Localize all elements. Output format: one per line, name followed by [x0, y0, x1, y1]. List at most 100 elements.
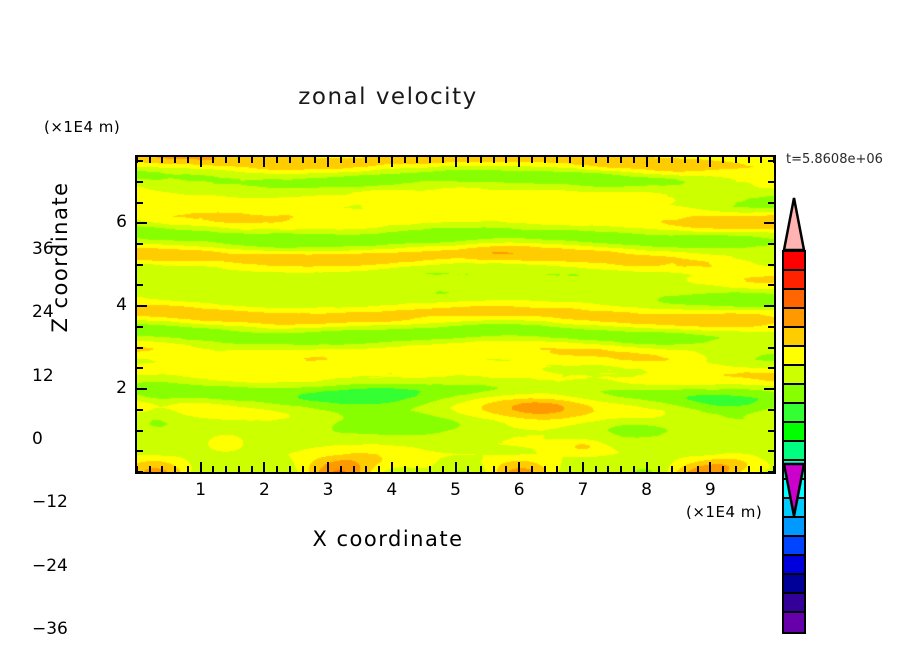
x-minor-tick-top — [365, 157, 368, 163]
x-minor-tick — [530, 466, 533, 472]
colorbar-under-cap — [782, 462, 806, 518]
x-minor-tick — [734, 466, 737, 472]
x-axis-title: X coordinate — [312, 527, 464, 551]
x-minor-tick-top — [212, 157, 215, 163]
x-minor-tick-top — [441, 157, 444, 163]
colorbar-band — [784, 347, 804, 366]
x-minor-tick-top — [620, 157, 623, 163]
x-minor-tick — [722, 466, 725, 472]
x-minor-tick-top — [276, 157, 279, 163]
x-minor-tick — [314, 466, 317, 472]
x-minor-tick-top — [250, 157, 253, 163]
x-minor-tick — [556, 466, 559, 472]
x-major-tick-top — [709, 157, 712, 167]
x-major-tick-top — [199, 157, 202, 167]
colorbar-band — [784, 575, 804, 594]
y-minor-tick-right — [768, 346, 774, 349]
y-major-tick-right — [764, 388, 774, 391]
y-minor-tick — [137, 284, 143, 287]
x-minor-tick — [416, 466, 419, 472]
x-major-tick-top — [327, 157, 330, 167]
y-axis-tick-label: 6 — [116, 212, 127, 233]
y-axis-tick-label: 4 — [116, 295, 127, 316]
colorbar-band — [784, 442, 804, 461]
x-minor-tick-top — [148, 157, 151, 163]
x-minor-tick — [161, 466, 164, 472]
x-major-tick-top — [645, 157, 648, 167]
y-minor-tick-right — [768, 471, 774, 473]
x-minor-tick — [620, 466, 623, 472]
y-axis-unit-label: (×1E4 m) — [44, 118, 121, 136]
x-minor-tick-top — [594, 157, 597, 163]
x-minor-tick — [225, 466, 228, 472]
x-major-tick — [645, 462, 648, 472]
x-minor-tick — [288, 466, 291, 472]
x-minor-tick-top — [492, 157, 495, 163]
x-axis-tick-label: 2 — [258, 480, 270, 500]
x-minor-tick-top — [174, 157, 177, 163]
colorbar-band — [784, 366, 804, 385]
x-major-tick — [518, 462, 521, 472]
x-minor-tick-top — [505, 157, 508, 163]
x-minor-tick — [683, 466, 686, 472]
x-minor-tick — [492, 466, 495, 472]
x-minor-tick — [148, 466, 151, 472]
x-major-tick — [581, 462, 584, 472]
x-minor-tick — [658, 466, 661, 472]
colorbar-band — [784, 537, 804, 556]
x-major-tick — [327, 462, 330, 472]
plot-area — [135, 155, 776, 474]
time-annotation: t=5.8608e+06 — [786, 152, 883, 167]
x-minor-tick — [174, 466, 177, 472]
x-major-tick — [454, 462, 457, 472]
y-minor-tick — [137, 243, 143, 246]
x-minor-tick — [632, 466, 635, 472]
x-minor-tick-top — [301, 157, 304, 163]
x-major-tick — [199, 462, 202, 472]
x-minor-tick-top — [339, 157, 342, 163]
x-minor-tick — [301, 466, 304, 472]
x-minor-tick — [505, 466, 508, 472]
y-axis-tick-label: 2 — [116, 378, 127, 399]
x-minor-tick — [747, 466, 750, 472]
colorbar-band — [784, 252, 804, 271]
y-minor-tick-right — [768, 367, 774, 370]
y-minor-tick — [137, 160, 143, 163]
x-minor-tick-top — [403, 157, 406, 163]
colorbar-band — [784, 271, 804, 290]
x-minor-tick-top — [747, 157, 750, 163]
x-minor-tick — [212, 466, 215, 472]
x-minor-tick — [352, 466, 355, 472]
x-minor-tick-top — [429, 157, 432, 163]
colorbar-band — [784, 556, 804, 575]
colorbar-over-cap — [782, 196, 806, 252]
x-minor-tick-top — [416, 157, 419, 163]
x-minor-tick — [429, 466, 432, 472]
x-minor-tick — [479, 466, 482, 472]
colorbar-band — [784, 423, 804, 442]
x-minor-tick — [773, 466, 775, 472]
y-minor-tick-right — [768, 450, 774, 453]
colorbar-tick-label: −36 — [32, 619, 68, 639]
y-minor-tick-right — [768, 243, 774, 246]
x-axis-tick-label: 9 — [704, 480, 716, 500]
x-minor-tick-top — [607, 157, 610, 163]
x-minor-tick — [607, 466, 610, 472]
y-minor-tick-right — [768, 160, 774, 163]
colorbar-band — [784, 309, 804, 328]
x-minor-tick — [696, 466, 699, 472]
x-minor-tick — [186, 466, 189, 472]
x-axis-tick-label: 8 — [641, 480, 652, 500]
x-major-tick-top — [581, 157, 584, 167]
colorbar-tick-label: 24 — [32, 302, 54, 323]
x-minor-tick-top — [186, 157, 189, 163]
y-minor-tick — [137, 429, 143, 432]
y-minor-tick-right — [768, 429, 774, 432]
x-major-tick — [263, 462, 266, 472]
x-minor-tick-top — [671, 157, 674, 163]
x-minor-tick-top — [543, 157, 546, 163]
x-minor-tick — [467, 466, 470, 472]
x-major-tick-top — [518, 157, 521, 167]
x-minor-tick-top — [696, 157, 699, 163]
x-minor-tick — [760, 466, 763, 472]
